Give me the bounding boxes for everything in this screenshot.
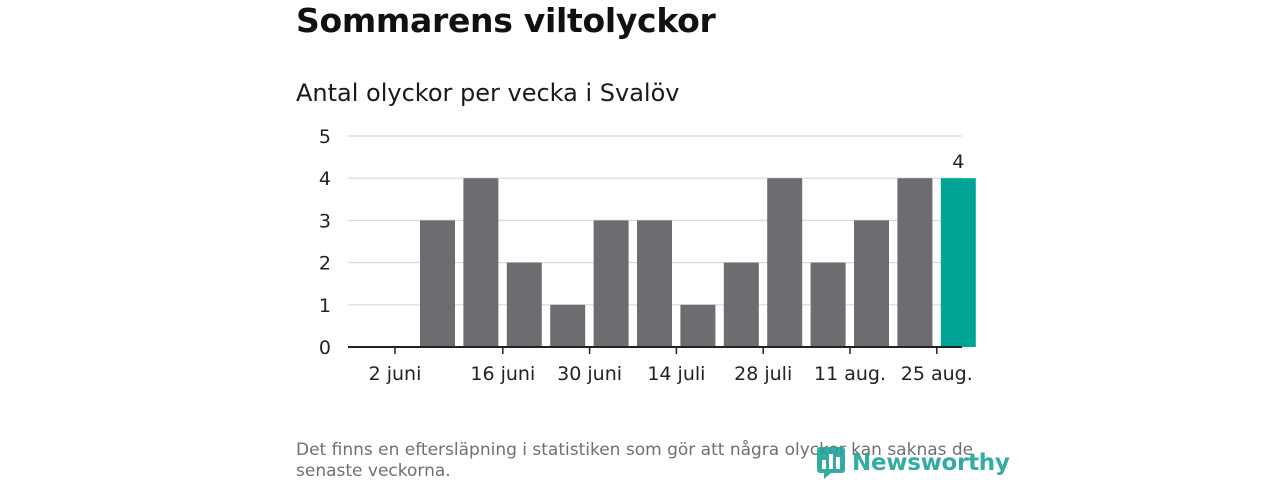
newsworthy-logo-text: Newsworthy — [852, 450, 1010, 476]
y-tick-label: 5 — [319, 126, 331, 148]
bar — [550, 304, 586, 347]
x-tick-label: 25 aug. — [901, 363, 973, 385]
x-tick-label: 30 juni — [557, 363, 622, 385]
bar — [593, 220, 629, 347]
x-tick-label: 16 juni — [470, 363, 535, 385]
y-tick-label: 3 — [319, 210, 331, 232]
bar — [506, 262, 542, 347]
x-tick-label: 11 aug. — [814, 363, 886, 385]
bar — [680, 304, 716, 347]
bar — [854, 220, 889, 347]
y-tick-label: 2 — [319, 253, 331, 275]
bar — [637, 220, 672, 347]
footnote: Det finns en eftersläpning i statistiken… — [296, 440, 974, 480]
x-tick-label: 28 juli — [734, 363, 792, 385]
data-label: 4 — [952, 151, 964, 173]
bar — [463, 178, 499, 347]
chart-title: Sommarens viltolyckor — [296, 1, 716, 40]
bar — [767, 178, 803, 347]
newsworthy-logo: Newsworthy — [816, 446, 1010, 480]
x-tick-label: 14 juli — [647, 363, 705, 385]
y-tick-label: 1 — [319, 295, 331, 317]
highlighted-bar — [940, 178, 976, 347]
bar — [897, 178, 933, 347]
bar — [420, 220, 455, 347]
y-tick-label: 0 — [319, 337, 331, 359]
y-tick-label: 4 — [319, 168, 331, 190]
chart-subtitle: Antal olyckor per vecka i Svalöv — [296, 79, 680, 107]
newsworthy-logo-icon — [817, 447, 845, 479]
bar — [810, 262, 846, 347]
x-tick-label: 2 juni — [369, 363, 422, 385]
bar — [723, 262, 759, 347]
